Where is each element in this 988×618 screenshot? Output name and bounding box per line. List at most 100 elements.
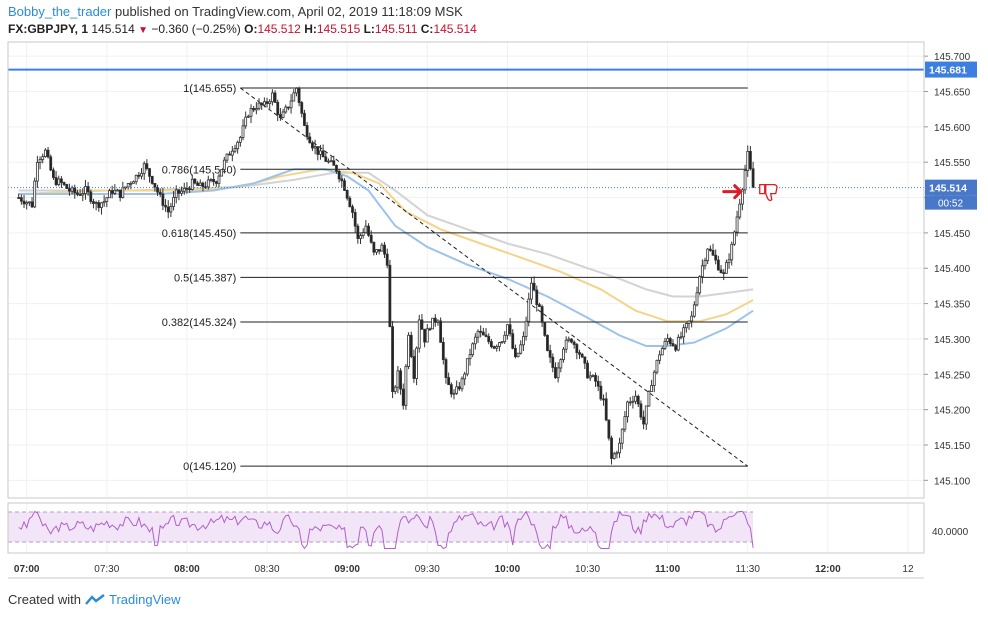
candle-body <box>262 101 266 106</box>
candle-body <box>433 317 437 323</box>
tradingview-brand-link[interactable]: TradingView <box>108 592 181 607</box>
candle-body <box>554 367 557 379</box>
annotations[interactable] <box>8 68 924 202</box>
symbol-name[interactable]: FX:GBPJPY, 1 <box>8 22 89 36</box>
open-label: O: <box>244 22 258 36</box>
candle-body <box>535 289 539 306</box>
candle-body <box>276 101 280 115</box>
candle-body <box>599 385 603 400</box>
candle-body <box>254 108 258 111</box>
candle-body <box>668 338 672 344</box>
candle-body <box>684 323 688 329</box>
candle-body <box>65 184 69 189</box>
fib-level-label: 0.382(145.324) <box>162 317 237 329</box>
price-tick-label: 145.100 <box>934 476 971 487</box>
candle-body <box>134 174 138 183</box>
candle-body <box>233 148 237 152</box>
candle-body <box>97 202 101 209</box>
candle-body <box>663 340 667 349</box>
candle-body <box>270 92 274 103</box>
candle-body <box>343 180 346 191</box>
candle-body <box>481 331 485 336</box>
candle-body <box>76 192 79 195</box>
candle-body <box>578 352 581 355</box>
candle-body <box>431 317 435 330</box>
candle-body <box>140 173 143 177</box>
down-arrow-icon: ▼ <box>138 25 149 36</box>
candle-body <box>305 125 309 138</box>
price-tick-label: 145.200 <box>934 406 971 417</box>
candle-body <box>610 437 613 459</box>
candle-body <box>174 189 178 198</box>
candle-body <box>724 262 728 274</box>
candle-body <box>743 170 747 191</box>
candle-body <box>388 264 392 328</box>
candle-body <box>228 153 232 156</box>
candle-body <box>559 359 563 369</box>
candle-body <box>185 187 189 190</box>
price-tick-label: 145.450 <box>934 229 971 240</box>
candle-body <box>241 125 245 138</box>
candle-body <box>268 101 272 104</box>
candle-body <box>548 350 552 358</box>
candle-body <box>455 386 459 394</box>
candle-body <box>54 177 58 186</box>
time-tick-label: 08:30 <box>255 564 280 575</box>
candle-body <box>642 416 645 425</box>
candle-body <box>324 156 328 162</box>
candle-body <box>698 276 702 294</box>
candle-body <box>361 232 365 236</box>
candle-body <box>452 392 456 395</box>
candle-body <box>295 87 298 94</box>
time-tick-label: 10:30 <box>575 564 600 575</box>
candle-body <box>706 248 710 262</box>
candle-body <box>281 111 285 119</box>
candle-body <box>335 164 338 172</box>
candle-body <box>583 356 587 364</box>
candle-body <box>476 330 480 338</box>
candle-body <box>311 142 314 149</box>
current-price-tag: 145.514 <box>929 183 967 195</box>
fib-trend-line <box>240 87 749 467</box>
high-label: H: <box>304 22 317 36</box>
candle-body <box>423 328 427 343</box>
candle-body <box>538 304 541 307</box>
candle-body <box>30 201 34 208</box>
candle-body <box>628 401 632 404</box>
author-link[interactable]: Bobby_the_trader <box>8 4 112 19</box>
candle-body <box>751 168 755 188</box>
candle-body <box>62 182 66 185</box>
candle-body <box>27 201 31 204</box>
candle-body <box>316 146 320 155</box>
candle-body <box>439 320 443 343</box>
candle-body <box>60 178 63 183</box>
open-value: 145.512 <box>257 22 301 36</box>
candle-body <box>126 183 130 188</box>
candle-body <box>612 453 616 459</box>
candle-body <box>121 187 125 198</box>
rsi-pane <box>8 510 754 550</box>
price-tick-label: 145.250 <box>934 370 971 381</box>
candle-body <box>719 269 723 274</box>
candle-body <box>695 292 699 306</box>
rsi-axis-label: 40.0000 <box>932 527 969 538</box>
candle-body <box>108 190 111 199</box>
candle-body <box>319 150 322 155</box>
candle-body <box>35 162 39 182</box>
candle-body <box>700 265 704 277</box>
candle-body <box>78 194 82 196</box>
rsi-line <box>18 510 754 550</box>
fibonacci-retracement[interactable]: 1(145.655) 0.786(145.540) 0.618(145.450) 0.… <box>162 83 749 473</box>
thumbs-down-icon <box>759 183 778 202</box>
candle-body <box>148 168 151 177</box>
candle-body <box>722 272 726 275</box>
candle-body <box>46 149 50 158</box>
candle-body <box>505 324 509 336</box>
candle-body <box>666 338 670 342</box>
candle-body <box>714 254 718 261</box>
candle-body <box>556 367 560 379</box>
candle-body <box>615 452 619 455</box>
ma-slow-line <box>18 171 754 298</box>
candle-body <box>428 328 432 331</box>
